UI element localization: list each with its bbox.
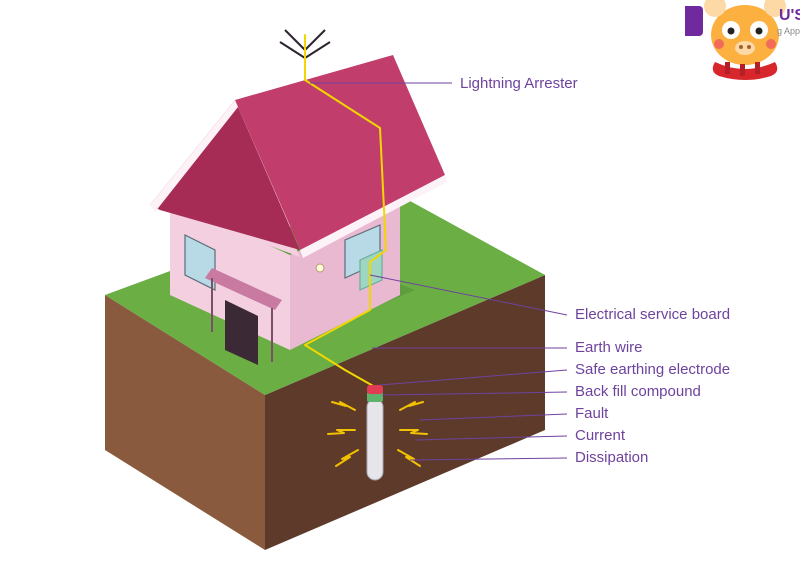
label-current: Current <box>575 427 625 444</box>
label-earth-wire: Earth wire <box>575 339 643 356</box>
brand-text-u: U'S <box>779 7 800 24</box>
mascot-body <box>704 0 786 80</box>
diagram-stage: Lightning Arrester Electrical service bo… <box>0 0 800 569</box>
label-safe-earthing-electrode: Safe earthing electrode <box>575 361 730 378</box>
label-back-fill-compound: Back fill compound <box>575 383 701 400</box>
label-electrical-service-board: Electrical service board <box>575 306 730 323</box>
label-fault: Fault <box>575 405 608 422</box>
electrode-cap <box>367 385 383 394</box>
earthing-electrode-body <box>367 399 383 480</box>
label-lightning-arrester: Lightning Arrester <box>460 75 578 92</box>
earthing-diagram-svg <box>0 0 800 569</box>
logo-tile <box>685 6 703 36</box>
mascot-corner: U'S g App <box>685 0 800 90</box>
label-dissipation: Dissipation <box>575 449 648 466</box>
brand-text-app: g App <box>777 26 800 36</box>
porch-lamp <box>316 264 324 272</box>
